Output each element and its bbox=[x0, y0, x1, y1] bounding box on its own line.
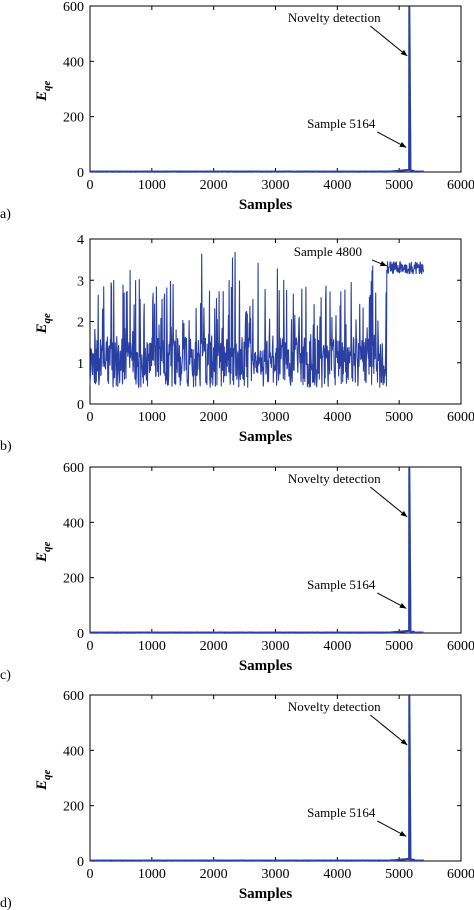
x-tick-label: 0 bbox=[87, 867, 94, 882]
annotation-arrow-head bbox=[379, 261, 387, 267]
chart-panel-a: 0 1000 2000 3000 4000 5000 6000 0 200 400 600 Sampl… bbox=[0, 0, 474, 222]
x-tick-label: 2000 bbox=[200, 639, 228, 654]
annotation-arrow-line bbox=[369, 486, 408, 518]
series-line bbox=[89, 467, 425, 634]
annotation-arrow-line bbox=[369, 714, 408, 746]
x-axis-label: Samples bbox=[239, 886, 293, 902]
annotation-arrow-head bbox=[400, 738, 408, 745]
x-tick-label: 5000 bbox=[385, 178, 413, 193]
annotation-label: Novelty detection bbox=[288, 10, 381, 25]
x-tick-label: 4000 bbox=[323, 178, 351, 193]
x-tick-label: 2000 bbox=[200, 867, 228, 882]
series-line bbox=[89, 6, 425, 173]
y-tick-label: 4 bbox=[77, 233, 84, 248]
y-axis-label: Eqe bbox=[34, 80, 53, 102]
y-tick-label: 600 bbox=[63, 0, 84, 15]
y-tick-label: 400 bbox=[63, 55, 84, 70]
x-tick-label: 6000 bbox=[447, 178, 474, 193]
series-line bbox=[89, 695, 425, 862]
x-tick-label: 4000 bbox=[323, 867, 351, 882]
x-tick-label: 6000 bbox=[447, 867, 474, 882]
x-tick-label: 1000 bbox=[138, 867, 166, 882]
annotation-arrow-head bbox=[399, 830, 407, 837]
x-tick-label: 4000 bbox=[323, 639, 351, 654]
y-tick-label: 0 bbox=[77, 627, 84, 642]
panel-label: a) bbox=[0, 207, 11, 222]
x-tick-label: 6000 bbox=[447, 410, 474, 425]
annotation-label: Sample 5164 bbox=[307, 116, 376, 131]
x-axis-label: Samples bbox=[239, 429, 293, 445]
annotation-arrow-head bbox=[399, 602, 407, 609]
y-tick-label: 200 bbox=[63, 572, 84, 587]
y-axis-label: Eqe bbox=[34, 769, 53, 791]
x-tick-label: 1000 bbox=[138, 639, 166, 654]
annotation-label: Sample 5164 bbox=[307, 577, 376, 592]
annotation-label: Sample 5164 bbox=[307, 805, 376, 820]
x-tick-label: 1000 bbox=[138, 178, 166, 193]
y-axis-label: Eqe bbox=[34, 541, 53, 563]
axes-box bbox=[89, 238, 462, 405]
x-axis-label: Samples bbox=[239, 197, 293, 213]
x-tick-label: 4000 bbox=[323, 410, 351, 425]
annotation-label: Novelty detection bbox=[288, 471, 381, 486]
x-tick-label: 3000 bbox=[262, 867, 290, 882]
annotation-arrow-head bbox=[400, 49, 408, 56]
chart-panel-b: 0 1000 2000 3000 4000 5000 6000 0 1 2 3 4 Samples Eqe… bbox=[0, 233, 474, 454]
x-tick-label: 5000 bbox=[385, 639, 413, 654]
x-tick-label: 3000 bbox=[262, 639, 290, 654]
y-tick-label: 1 bbox=[77, 357, 84, 372]
x-tick-label: 5000 bbox=[385, 410, 413, 425]
panel-label: c) bbox=[0, 668, 11, 683]
y-tick-label: 2 bbox=[77, 316, 84, 331]
x-tick-label: 3000 bbox=[262, 178, 290, 193]
x-tick-label: 0 bbox=[87, 178, 94, 193]
y-tick-label: 0 bbox=[77, 398, 84, 413]
x-tick-label: 6000 bbox=[447, 639, 474, 654]
y-tick-label: 400 bbox=[63, 516, 84, 531]
annotation-label: Sample 4800 bbox=[294, 244, 362, 259]
x-tick-label: 1000 bbox=[138, 410, 166, 425]
y-tick-label: 0 bbox=[77, 166, 84, 181]
annotation-arrow-line bbox=[369, 25, 408, 57]
annotation-arrow-head bbox=[400, 510, 408, 517]
y-axis-label: Eqe bbox=[34, 313, 53, 335]
annotation-arrow-head bbox=[399, 141, 407, 148]
x-tick-label: 2000 bbox=[200, 178, 228, 193]
y-tick-label: 200 bbox=[63, 111, 84, 126]
x-axis-label: Samples bbox=[239, 658, 293, 674]
annotation-label: Novelty detection bbox=[288, 699, 381, 714]
x-tick-label: 0 bbox=[87, 410, 94, 425]
x-tick-label: 2000 bbox=[200, 410, 228, 425]
x-tick-label: 3000 bbox=[262, 410, 290, 425]
y-tick-label: 600 bbox=[63, 689, 84, 704]
series-line bbox=[89, 251, 425, 388]
y-tick-label: 0 bbox=[77, 855, 84, 870]
chart-panel-c: 0 1000 2000 3000 4000 5000 6000 0 200 400 600 Sampl… bbox=[0, 461, 474, 683]
x-tick-label: 0 bbox=[87, 639, 94, 654]
x-tick-label: 5000 bbox=[385, 867, 413, 882]
y-tick-label: 3 bbox=[77, 274, 84, 289]
panel-label: d) bbox=[0, 896, 12, 910]
chart-panel-d: 0 1000 2000 3000 4000 5000 6000 0 200 400 600 Sampl… bbox=[0, 689, 474, 910]
y-tick-label: 600 bbox=[63, 461, 84, 476]
y-tick-label: 200 bbox=[63, 800, 84, 815]
y-tick-label: 400 bbox=[63, 744, 84, 759]
panel-label: b) bbox=[0, 439, 12, 454]
